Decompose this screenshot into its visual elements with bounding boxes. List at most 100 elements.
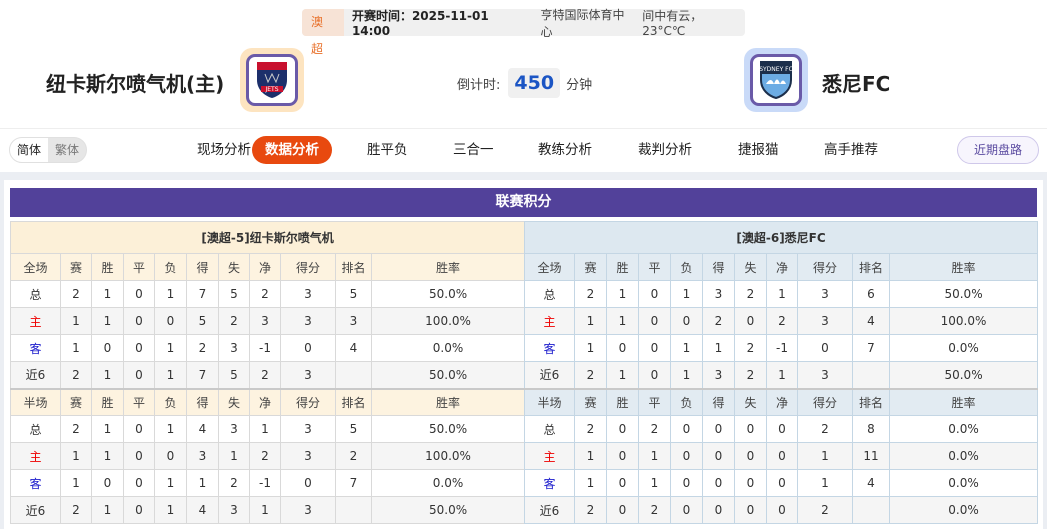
nav-tab-2[interactable]: 胜平负 (367, 142, 408, 158)
table-cell: 2 (218, 307, 250, 335)
table-cell: -1 (249, 334, 281, 362)
table-row: 总 2 1 0 1 4 3 1 3 5 50.0% (10, 415, 526, 443)
nav-tab-7[interactable]: 高手推荐 (824, 142, 878, 158)
nav-tab-3[interactable]: 三合一 (453, 142, 494, 158)
table-row: 总 2 0 2 0 0 0 0 2 8 0.0% (524, 415, 1039, 443)
table-cell: 50.0% (370, 496, 526, 524)
table-cell: 1 (766, 280, 798, 308)
table-cell: 4 (335, 334, 372, 362)
table-cell: 3 (280, 496, 336, 524)
table-cell: 0 (91, 334, 124, 362)
table-cell: 0 (766, 469, 798, 497)
table-cell: 3 (797, 307, 853, 335)
table-cell: 0 (638, 280, 671, 308)
column-header: 平 (123, 253, 155, 281)
divider (0, 128, 1047, 129)
table-cell: 0 (734, 442, 767, 470)
home-team-logo[interactable]: JETS (240, 48, 304, 112)
column-header: 净 (766, 253, 798, 281)
row-label: 近6 (524, 361, 575, 389)
table-cell: 3 (797, 280, 853, 308)
lang-simplified[interactable]: 简体 (10, 138, 49, 162)
table-cell: 2 (797, 496, 853, 524)
lang-traditional[interactable]: 繁体 (55, 143, 80, 157)
table-cell: 0.0% (888, 469, 1039, 497)
table-cell: 0 (734, 307, 767, 335)
league-badge[interactable]: 澳超 (302, 9, 344, 56)
table-row: 近6 2 1 0 1 7 5 2 3 50.0% (10, 361, 526, 389)
table-cell: 5 (335, 280, 372, 308)
table-row: 近6 2 1 0 1 3 2 1 3 50.0% (524, 361, 1039, 389)
table-cell: 7 (186, 280, 219, 308)
column-header: 平 (123, 387, 155, 416)
table-cell: 2 (335, 442, 372, 470)
column-header: 胜率 (888, 253, 1039, 281)
column-header: 得分 (797, 387, 853, 416)
table-cell: 2 (702, 307, 735, 335)
table-cell: 0 (154, 307, 187, 335)
home-team-name[interactable]: 纽卡斯尔喷气机(主) (46, 72, 225, 96)
recent-odds-button[interactable]: 近期盘路 (957, 136, 1039, 164)
nav-tab-5[interactable]: 裁判分析 (638, 142, 692, 158)
table-cell: 7 (186, 361, 219, 389)
svg-text:JETS: JETS (264, 86, 278, 93)
table-cell: 2 (734, 361, 767, 389)
column-header: 负 (670, 387, 703, 416)
table-cell (335, 361, 372, 389)
table-cell: 1 (670, 361, 703, 389)
table-cell: 1 (670, 334, 703, 362)
row-label: 近6 (10, 361, 61, 389)
table-cell: 1 (797, 469, 853, 497)
table-cell: 1 (91, 307, 124, 335)
table-row: 近6 2 1 0 1 4 3 1 3 50.0% (10, 496, 526, 524)
table-cell: 1 (91, 280, 124, 308)
away-standings-table: [澳超-6]悉尼FC 全场赛胜平负得失净得分 排名 胜率总 2 1 0 1 3 2 1 3 6 50.0%… (523, 221, 1039, 524)
table-cell: 2 (249, 280, 281, 308)
table-cell: 1 (60, 307, 92, 335)
table-cell: 1 (218, 442, 250, 470)
table-cell: 3 (218, 496, 250, 524)
table-cell: 1 (766, 361, 798, 389)
table-cell: 1 (574, 469, 607, 497)
column-header: 负 (154, 387, 187, 416)
table-cell: 1 (91, 415, 124, 443)
away-team-name[interactable]: 悉尼FC (822, 72, 891, 96)
table-cell: 2 (638, 415, 671, 443)
row-label: 客 (10, 334, 61, 362)
table-cell: 0.0% (888, 442, 1039, 470)
table-cell: 0 (702, 442, 735, 470)
table-cell: 3 (249, 307, 281, 335)
table-cell: 0 (766, 442, 798, 470)
column-header: 得 (186, 253, 219, 281)
table-cell: 3 (280, 307, 336, 335)
table-cell: 0 (91, 469, 124, 497)
table-cell: 3 (702, 361, 735, 389)
table-cell: 1 (60, 469, 92, 497)
table-cell: 2 (574, 280, 607, 308)
table-cell: 0 (123, 415, 155, 443)
weather: 间中有云，23°C℃ (642, 9, 703, 38)
table-cell: 0.0% (888, 496, 1039, 524)
nav-tab-0[interactable]: 现场分析 (197, 142, 251, 158)
table-cell: 7 (335, 469, 372, 497)
table-cell: 1 (574, 307, 607, 335)
table-row: 主 1 0 1 0 0 0 0 1 11 0.0% (524, 442, 1039, 470)
nav-tab-4[interactable]: 教练分析 (538, 142, 592, 158)
table-cell: 0.0% (888, 334, 1039, 362)
row-label: 主 (524, 442, 575, 470)
jets-crest-icon: JETS (257, 62, 287, 98)
table-cell: 50.0% (370, 280, 526, 308)
nav-tab-6[interactable]: 捷报猫 (738, 142, 779, 158)
section-title: 联赛积分 (10, 188, 1037, 217)
table-row: 主 1 1 0 0 5 2 3 3 3 100.0% (10, 307, 526, 335)
away-team-logo[interactable]: SYDNEY FC (744, 48, 808, 112)
table-cell: 1 (91, 361, 124, 389)
table-cell: 50.0% (888, 280, 1039, 308)
column-header: 净 (766, 387, 798, 416)
column-header: 胜 (91, 253, 124, 281)
nav-tab-1[interactable]: 数据分析 (252, 136, 332, 164)
table-cell: 1 (606, 280, 639, 308)
table-cell: 0 (734, 415, 767, 443)
table-cell: 1 (249, 415, 281, 443)
table-cell: 2 (60, 415, 92, 443)
